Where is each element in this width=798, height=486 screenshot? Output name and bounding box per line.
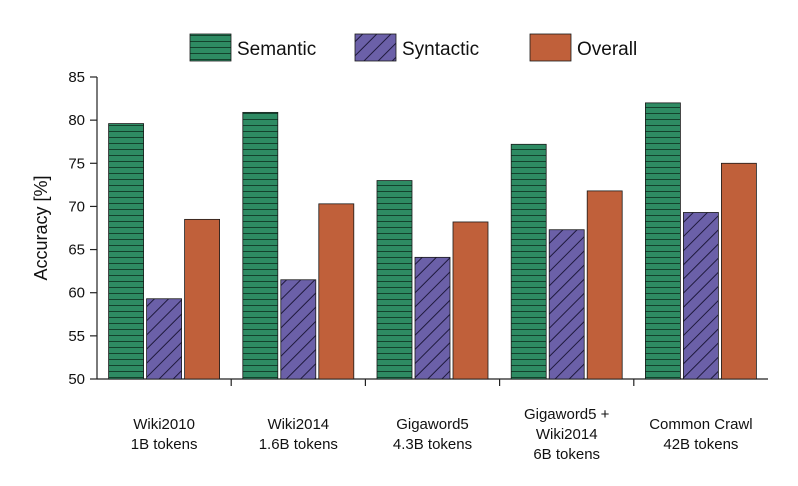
bar-overall (721, 162, 757, 380)
bar-semantic (510, 143, 547, 380)
y-tick-label: 70 (68, 198, 85, 215)
category-labels: Wiki2010 1B tokens Wiki2014 1.6B tokens Giga… (131, 406, 753, 463)
y-tick-label: 55 (68, 328, 85, 345)
y-tick-label: 50 (68, 371, 85, 388)
category-label: Wiki2010 (133, 416, 195, 433)
y-tick-label: 65 (68, 242, 85, 259)
legend-swatch-overall (529, 33, 572, 62)
y-tick-label: 75 (68, 155, 85, 172)
bar-overall (586, 190, 623, 380)
bar-overall (184, 218, 221, 380)
category-label: Wiki2014 (267, 416, 329, 433)
bars (108, 102, 757, 380)
bar-semantic (108, 123, 144, 380)
legend-label-syntactic: Syntactic (402, 39, 479, 60)
category-label: 1B tokens (131, 436, 198, 453)
legend: Semantic Syntactic Overall (189, 33, 637, 62)
category-label: Wiki2014 (536, 426, 598, 443)
category-label: 4.3B tokens (393, 436, 472, 453)
bar-semantic (376, 180, 413, 380)
y-tick-label: 60 (68, 285, 85, 302)
bar-syntactic (683, 212, 719, 380)
category-label: Gigaword5 (396, 416, 469, 433)
bar-overall (452, 221, 489, 380)
y-tick-label: 80 (68, 112, 85, 129)
category-label: 42B tokens (663, 436, 738, 453)
category-label: Common Crawl (649, 416, 752, 433)
bar-syntactic (146, 298, 183, 380)
legend-swatch-semantic (189, 33, 232, 62)
bar-syntactic (548, 229, 585, 380)
category-label: 1.6B tokens (259, 436, 338, 453)
bar-semantic (645, 102, 681, 380)
axes: 50 55 60 65 70 75 80 85 Accuracy [%] (31, 69, 768, 388)
y-tick-label: 85 (68, 69, 85, 86)
bar-overall (318, 203, 355, 380)
category-label: Gigaword5 + (524, 406, 610, 423)
category-label: 6B tokens (533, 446, 600, 463)
legend-swatch-syntactic (354, 33, 397, 62)
bar-syntactic (414, 256, 451, 380)
legend-label-overall: Overall (577, 39, 637, 60)
legend-label-semantic: Semantic (237, 39, 316, 60)
bar-syntactic (280, 279, 317, 380)
y-axis-title: Accuracy [%] (31, 175, 51, 280)
bar-semantic (242, 111, 279, 380)
